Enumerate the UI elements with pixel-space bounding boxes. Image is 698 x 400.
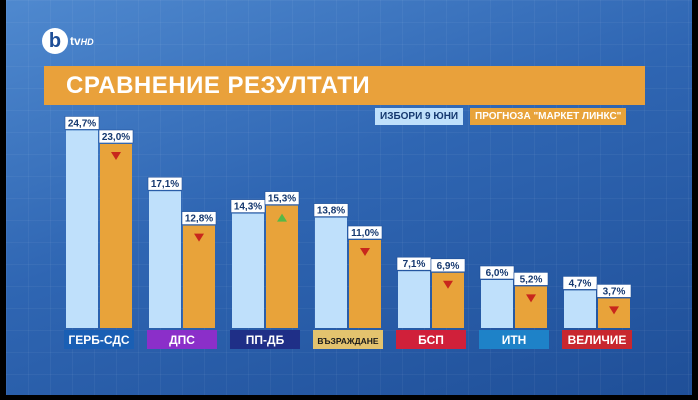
bar-series-b-5 [515, 286, 547, 328]
bar-series-a-1 [149, 191, 181, 328]
category-tag-3 [313, 330, 383, 349]
trend-down-icon-5 [526, 294, 536, 303]
bar-series-b-1 [183, 225, 215, 328]
category-label-2: ПП-ДБ [246, 333, 285, 347]
bar-series-a-5 [481, 280, 513, 328]
bar-series-a-0 [66, 130, 98, 328]
value-label-b-3: 11,0% [351, 228, 379, 239]
value-label-b-2: 15,3% [268, 194, 296, 205]
value-label-a-3: 13,8% [317, 206, 345, 217]
value-label-box-b-4 [430, 258, 466, 273]
category-label-4: БСП [418, 333, 444, 347]
category-tag-1 [147, 330, 217, 349]
trend-up-icon-2 [277, 213, 287, 222]
value-label-a-5: 6,0% [486, 268, 509, 279]
value-label-box-b-5 [513, 272, 549, 286]
category-tag-5 [479, 330, 549, 349]
logo-letter: b [42, 28, 68, 54]
value-label-box-a-3 [313, 203, 349, 217]
category-label-0: ГЕРБ-СДС [68, 333, 129, 347]
value-label-b-6: 3,7% [603, 286, 626, 297]
value-label-box-a-0 [64, 116, 100, 130]
bar-series-a-3 [315, 217, 347, 328]
trend-down-icon-6 [609, 306, 619, 315]
category-tag-6 [562, 330, 632, 349]
bar-chart: 24,7% 23,0% ГЕРБ-СДС 17,1% 12,8% ДПС 14,3% 15,3… [64, 116, 632, 349]
category-tag-2 [230, 330, 300, 349]
value-label-a-6: 4,7% [569, 278, 592, 289]
value-label-box-b-6 [596, 284, 632, 298]
category-label-1: ДПС [169, 333, 195, 347]
category-label-5: ИТН [502, 333, 527, 347]
category-tag-0 [64, 330, 134, 349]
category-label-6: ВЕЛИЧИЕ [568, 333, 627, 347]
value-label-box-b-2 [264, 191, 300, 205]
value-label-a-0: 24,7% [68, 118, 96, 129]
category-label-3: ВЪЗРАЖДАНЕ [317, 336, 379, 346]
value-label-box-a-1 [147, 176, 183, 191]
btv-logo: b tvHD [42, 28, 94, 54]
logo-tv: tv [70, 34, 81, 48]
value-label-b-5: 5,2% [520, 274, 543, 285]
value-label-box-b-1 [181, 211, 217, 225]
bar-series-a-4 [398, 271, 430, 328]
category-tag-4 [396, 330, 466, 349]
value-label-box-a-2 [230, 199, 266, 213]
value-label-b-1: 12,8% [185, 214, 213, 225]
trend-down-icon-4 [443, 280, 453, 289]
trend-down-icon-1 [194, 233, 204, 242]
value-label-a-1: 17,1% [151, 179, 179, 190]
chart-title: СРАВНЕНИЕ РЕЗУЛТАТИ [66, 72, 371, 99]
broadcast-graphic: b tvHD СРАВНЕНИЕ РЕЗУЛТАТИ ИЗБОРИ 9 ЮНИ … [6, 0, 692, 395]
legend-series-a: ИЗБОРИ 9 ЮНИ [375, 108, 464, 125]
value-label-a-2: 14,3% [234, 202, 262, 213]
bar-series-a-2 [232, 213, 264, 328]
value-label-box-b-3 [347, 225, 383, 240]
trend-down-icon-3 [360, 248, 370, 256]
logo-text: tvHD [70, 34, 94, 48]
bar-series-b-2 [266, 205, 298, 328]
value-label-b-0: 23,0% [102, 132, 130, 143]
value-label-b-4: 6,9% [437, 261, 460, 272]
trend-down-icon-0 [111, 152, 121, 160]
bar-series-a-6 [564, 290, 596, 328]
logo-hd: HD [80, 37, 94, 47]
value-label-box-a-6 [562, 276, 598, 290]
bar-series-b-0 [100, 144, 132, 328]
value-label-box-b-0 [98, 129, 134, 144]
value-label-a-4: 7,1% [403, 259, 426, 270]
title-bar: СРАВНЕНИЕ РЕЗУЛТАТИ [44, 66, 645, 105]
legend-series-b: ПРОГНОЗА "МАРКЕТ ЛИНКС" [470, 108, 627, 125]
